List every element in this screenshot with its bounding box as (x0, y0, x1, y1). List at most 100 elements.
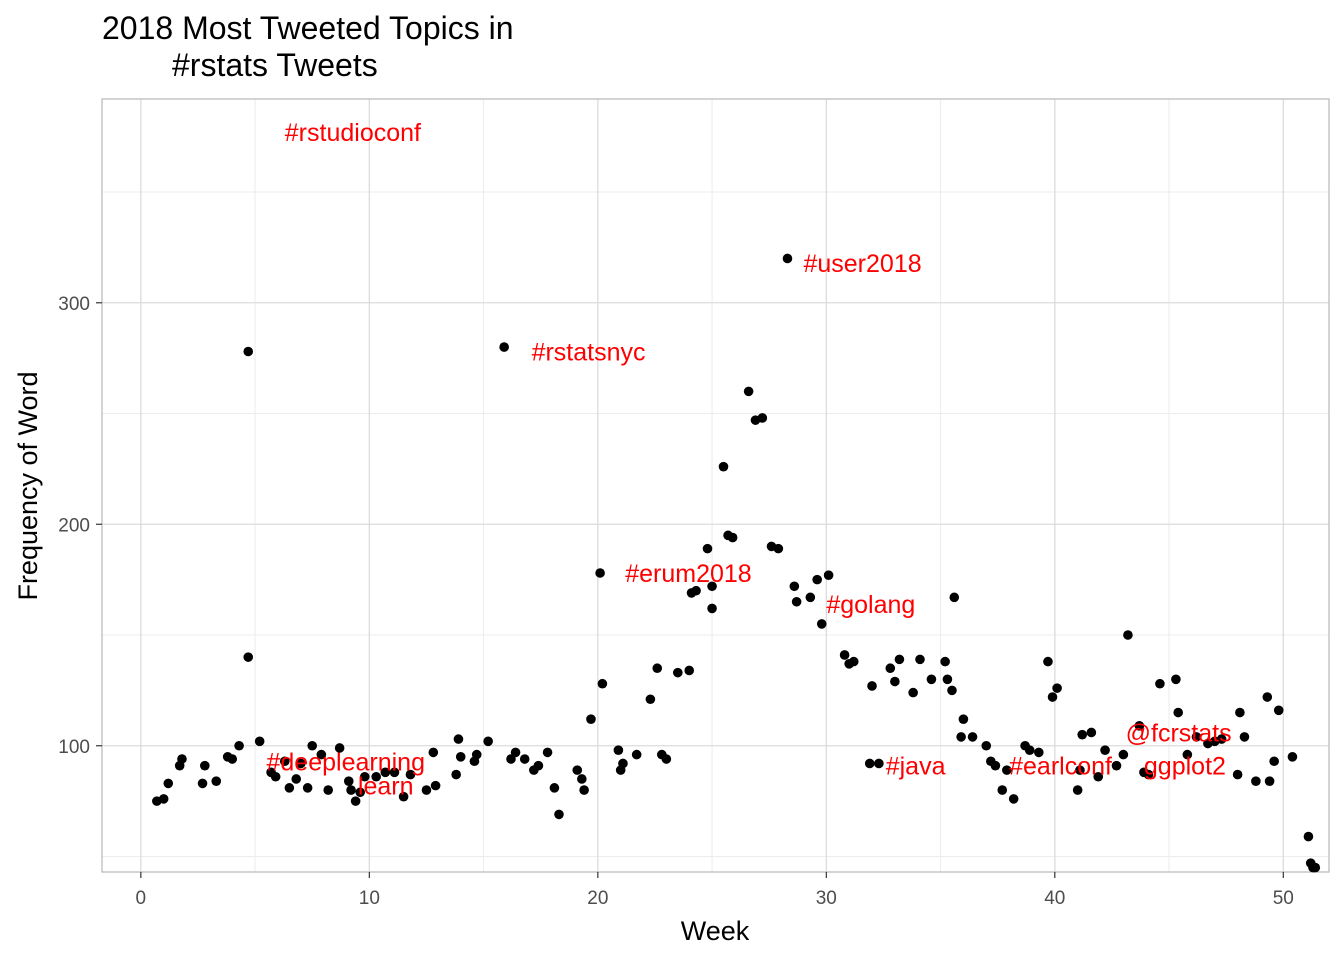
data-point (284, 783, 295, 793)
data-point (1251, 776, 1261, 786)
data-point (1072, 785, 1083, 795)
data-point (773, 543, 784, 554)
x-tick-label: 40 (1044, 888, 1065, 909)
data-point (389, 767, 400, 778)
data-point (1086, 727, 1097, 738)
data-point (967, 732, 978, 742)
data-point (455, 752, 466, 762)
data-point (823, 570, 834, 581)
data-point (270, 771, 281, 782)
data-point (1111, 760, 1122, 771)
data-point (618, 758, 628, 769)
data-point (177, 754, 187, 764)
data-point (243, 652, 254, 662)
data-point (1191, 732, 1202, 742)
data-point (421, 785, 432, 795)
data-point (782, 253, 793, 264)
data-point (812, 574, 822, 585)
data-point (1173, 707, 1183, 718)
data-point (428, 747, 439, 758)
data-point (848, 656, 859, 667)
data-point (595, 568, 605, 578)
data-point (163, 778, 174, 789)
data-point (430, 780, 441, 791)
data-point (519, 754, 530, 764)
data-point (1118, 749, 1129, 760)
data-point (1034, 747, 1044, 758)
data-point (1273, 705, 1284, 716)
chart-title: 2018 Most Tweeted Topics in #rstats Twee… (102, 10, 514, 84)
data-point (613, 745, 624, 755)
data-point (1182, 749, 1193, 760)
data-point (1093, 771, 1104, 782)
data-point (874, 758, 884, 769)
data-point (279, 756, 290, 767)
data-point (885, 663, 896, 674)
data-point (307, 740, 318, 751)
data-point (453, 734, 464, 744)
data-point (743, 386, 754, 397)
data-point (990, 760, 1001, 771)
data-point (554, 809, 564, 820)
data-point (254, 736, 265, 747)
data-point (864, 758, 875, 769)
data-point (359, 771, 370, 782)
y-axis-label: Frequency of Word (13, 371, 43, 600)
data-point (1310, 862, 1321, 873)
data-point (727, 532, 738, 543)
data-point (471, 749, 482, 760)
data-point (549, 783, 560, 793)
point-annotation-label: #user2018 (803, 250, 921, 278)
data-point (839, 650, 850, 660)
data-point (947, 685, 957, 696)
data-point (707, 603, 717, 614)
data-point (789, 581, 800, 592)
point-annotation-label: @fcrstats (1126, 719, 1232, 747)
data-point (200, 760, 210, 771)
point-annotation-label: learn (358, 773, 414, 801)
data-point (158, 794, 169, 804)
point-annotation-label: #rstatsnyc (532, 338, 646, 366)
data-point (291, 774, 302, 784)
data-point (645, 694, 656, 705)
point-annotations: #rstudioconf #user2018 #rstatsnyc #erum2018… (267, 119, 1232, 800)
point-annotation-label: #java (886, 753, 946, 781)
data-point (702, 543, 713, 554)
data-point (343, 776, 354, 786)
data-point (816, 619, 827, 629)
point-annotation-label: #earlconf (1009, 753, 1112, 781)
y-tick-label: 100 (58, 737, 90, 758)
data-point (316, 749, 327, 760)
data-point (1303, 831, 1314, 842)
data-point (197, 778, 208, 789)
data-point (661, 754, 672, 764)
data-point (1100, 745, 1110, 755)
data-point (631, 749, 642, 760)
data-point (334, 743, 345, 753)
data-point (908, 687, 918, 698)
panel-border (101, 98, 1330, 873)
chart-title-line-2: #rstats Tweets (172, 47, 378, 83)
data-point (579, 785, 589, 795)
data-point (1143, 769, 1154, 780)
data-point (757, 413, 768, 423)
data-point (1232, 769, 1243, 780)
point-annotation-label: ggplot2 (1144, 753, 1226, 781)
data-point (1008, 794, 1019, 804)
data-point (956, 732, 966, 742)
data-point (805, 592, 816, 603)
data-point (1002, 765, 1012, 775)
data-point (1239, 732, 1250, 742)
data-point (211, 776, 222, 786)
data-point (894, 654, 905, 665)
data-point (997, 785, 1008, 795)
point-annotation-label: #golang (826, 591, 915, 619)
data-point (942, 674, 953, 685)
data-point (577, 774, 587, 784)
data-point (1171, 674, 1181, 685)
data-point (1047, 692, 1058, 702)
data-point (926, 674, 937, 685)
data-point (355, 787, 365, 798)
data-point (346, 785, 356, 795)
